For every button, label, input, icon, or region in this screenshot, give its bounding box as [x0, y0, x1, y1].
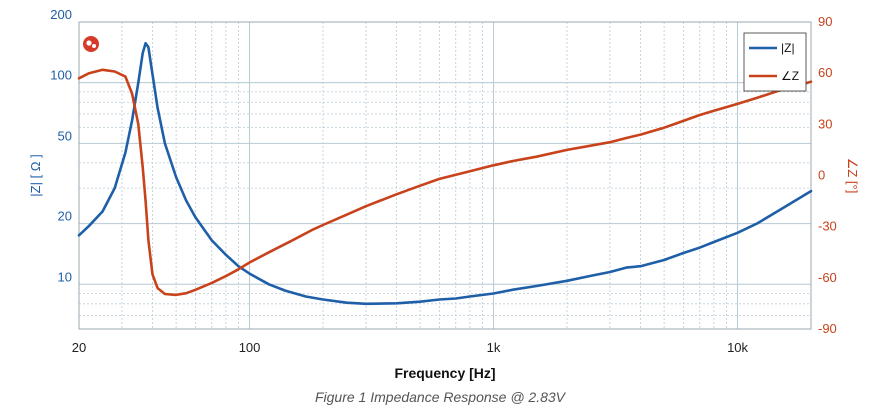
y-right-axis-label: ∠Z [°] — [845, 158, 860, 194]
y-left-axis-label: |Z| [ Ω ] — [28, 154, 43, 196]
x-tick-label: 20 — [72, 340, 86, 355]
y-left-tick-label: 50 — [58, 128, 72, 143]
x-tick-label: 100 — [239, 340, 261, 355]
x-axis-label: Frequency [Hz] — [394, 365, 495, 381]
y-right-tick-label: 90 — [818, 14, 832, 29]
y-right-tick-label: 0 — [818, 168, 825, 183]
impedance-magnitude-line — [77, 41, 813, 306]
legend-box — [743, 32, 807, 92]
y-left-tick-label: 10 — [58, 269, 72, 284]
x-tick-label: 1k — [487, 340, 501, 355]
figure-caption: Figure 1 Impedance Response @ 2.83V — [314, 389, 566, 405]
y-left-tick-label: 100 — [50, 68, 72, 83]
y-left-tick-label: 20 — [58, 209, 72, 224]
legend-label: |Z| — [781, 41, 795, 55]
plot-frame — [78, 21, 812, 330]
x-tick-label: 10k — [727, 340, 748, 355]
y-left-tick-label: 200 — [50, 7, 72, 22]
y-right-tick-label: 60 — [818, 65, 832, 80]
impedance-chart: 20 100 1k 10k 200 100 50 20 10 90 60 30 0 -30 -60 -90 Fr… — [28, 7, 860, 381]
legend-label: ∠Z — [781, 69, 799, 83]
y-right-tick-label: -30 — [818, 219, 837, 234]
y-right-tick-label: -60 — [818, 270, 837, 285]
impedance-phase-line — [77, 68, 813, 297]
y-right-tick-label: 30 — [818, 116, 832, 131]
brand-logo-icon-dot — [92, 44, 96, 48]
y-right-tick-label: -90 — [818, 321, 837, 336]
brand-logo-icon-dot — [86, 40, 92, 46]
